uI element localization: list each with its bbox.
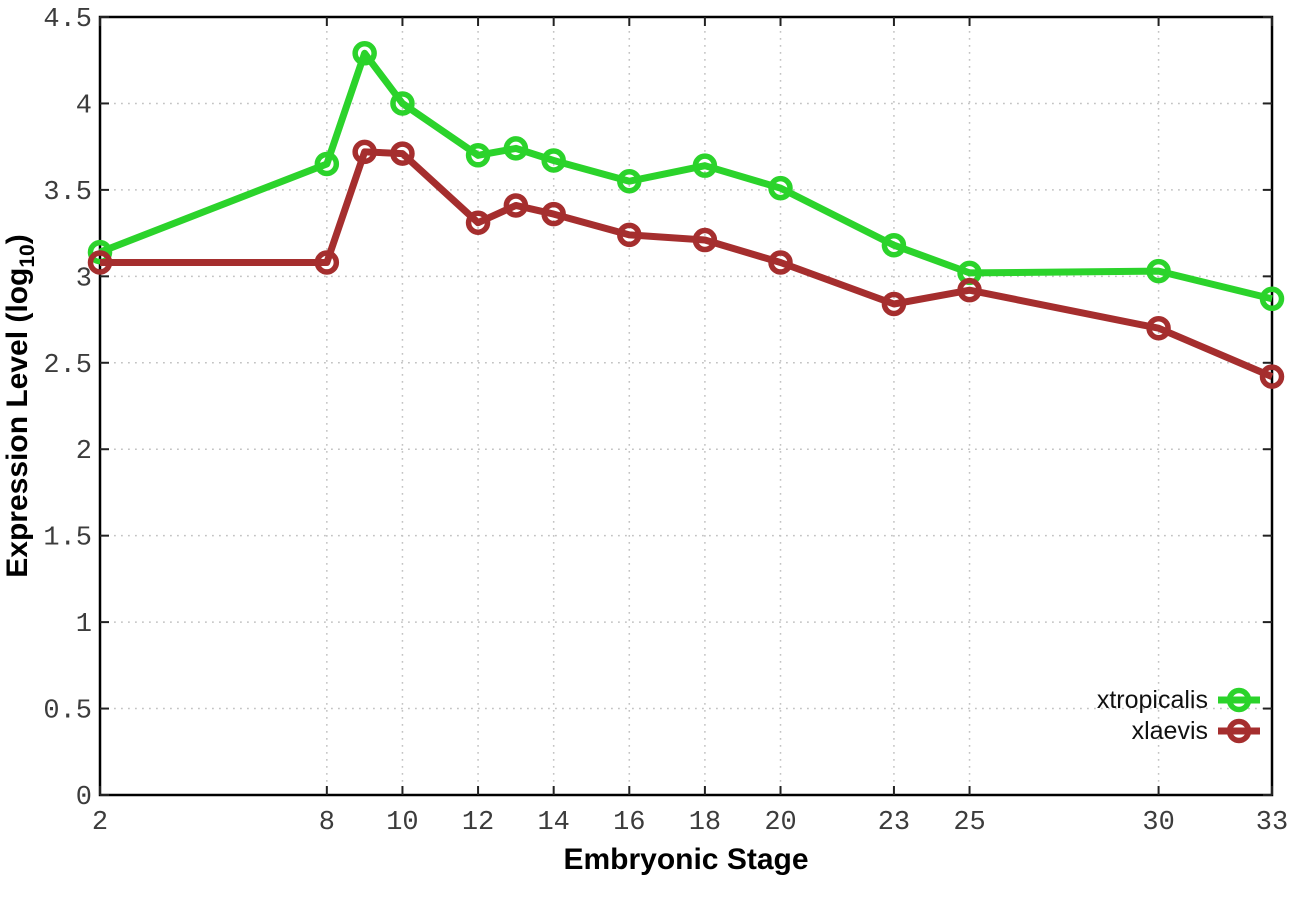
x-tick-label: 23 [878, 808, 910, 838]
y-tick-label: 1.5 [43, 524, 92, 554]
data-point-xlaevis [390, 141, 415, 166]
data-point-xlaevis [87, 250, 113, 275]
legend: xtropicalis xlaevis [1097, 686, 1260, 745]
data-point-xtropicalis [465, 143, 491, 168]
data-point-xtropicalis [541, 148, 566, 173]
tick-marks [99, 16, 1273, 796]
y-tick-label: 4 [76, 91, 92, 121]
data-point-xtropicalis [768, 175, 793, 201]
y-tick-label: 2.5 [43, 351, 92, 381]
x-tick-label: 2 [92, 808, 108, 838]
data-point-xtropicalis [1259, 286, 1285, 312]
x-tick-label: 10 [386, 808, 418, 838]
y-tick-label: 0 [76, 783, 92, 813]
legend-marker-xlaevis [1226, 718, 1252, 744]
data-point-xtropicalis [617, 168, 642, 194]
y-tick-label: 2 [76, 437, 92, 467]
y-tick-label: 1 [76, 610, 92, 640]
y-tick-label: 3 [76, 264, 92, 294]
data-point-xlaevis [768, 250, 793, 275]
legend-marker-xtropicalis [1226, 687, 1252, 713]
data-point-xlaevis [957, 277, 982, 303]
x-tick-label: 8 [319, 808, 335, 838]
data-point-xlaevis [465, 210, 491, 235]
x-tick-label: 30 [1142, 808, 1174, 838]
data-point-xtropicalis [881, 232, 907, 258]
data-point-xlaevis [503, 193, 529, 218]
legend-label-xtropicalis: xtropicalis [1097, 686, 1208, 714]
y-axis-title: Expression Level (log10) [1, 234, 39, 577]
x-tick-label: 25 [953, 808, 985, 838]
x-tick-label: 12 [462, 808, 494, 838]
data-point-xtropicalis [314, 151, 340, 177]
data-point-xtropicalis [1146, 258, 1171, 284]
data-point-xtropicalis [352, 41, 377, 66]
data-point-xtropicalis [692, 153, 718, 178]
gridlines [100, 17, 1272, 795]
x-tick-label: 20 [764, 808, 796, 838]
x-tick-label: 14 [537, 808, 569, 838]
series-xtropicalis [87, 41, 1285, 312]
data-point-xlaevis [881, 291, 907, 317]
data-point-xlaevis [692, 227, 718, 253]
data-point-xlaevis [1259, 364, 1285, 389]
data-point-xlaevis [541, 201, 566, 227]
x-axis-title: Embryonic Stage [563, 843, 808, 876]
data-point-xtropicalis [503, 136, 529, 161]
legend-label-xlaevis: xlaevis [1132, 717, 1208, 745]
data-point-xlaevis [314, 250, 340, 275]
tick-labels: 2 8 10 12 14 16 18 20 23 25 30 33 0 0.5 1 1.5 2 2.5 3 3.5 4 4… [43, 5, 1288, 838]
y-tick-label: 3.5 [43, 178, 92, 208]
series-xlaevis [87, 139, 1285, 389]
data-point-xtropicalis [390, 91, 415, 116]
plot-border [98, 15, 1274, 797]
series-line-xlaevis [100, 148, 1274, 380]
y-tick-label: 4.5 [43, 5, 92, 35]
y-tick-label: 0.5 [43, 697, 92, 727]
data-point-xlaevis [617, 222, 642, 248]
x-tick-label: 33 [1256, 808, 1288, 838]
data-point-xlaevis [352, 139, 377, 165]
x-tick-label: 18 [689, 808, 721, 838]
data-point-xlaevis [1146, 315, 1171, 341]
x-tick-label: 16 [613, 808, 645, 838]
